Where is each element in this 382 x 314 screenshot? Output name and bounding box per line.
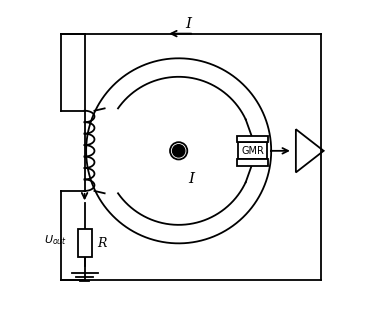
Bar <box>237 159 268 166</box>
Text: I: I <box>185 17 191 31</box>
Bar <box>238 142 267 159</box>
Text: I: I <box>188 171 194 186</box>
Text: $U_{out}$: $U_{out}$ <box>44 233 68 247</box>
Text: GMR: GMR <box>241 146 264 156</box>
Bar <box>237 136 268 142</box>
Circle shape <box>173 145 185 157</box>
Bar <box>78 230 92 257</box>
Text: R: R <box>97 237 107 250</box>
